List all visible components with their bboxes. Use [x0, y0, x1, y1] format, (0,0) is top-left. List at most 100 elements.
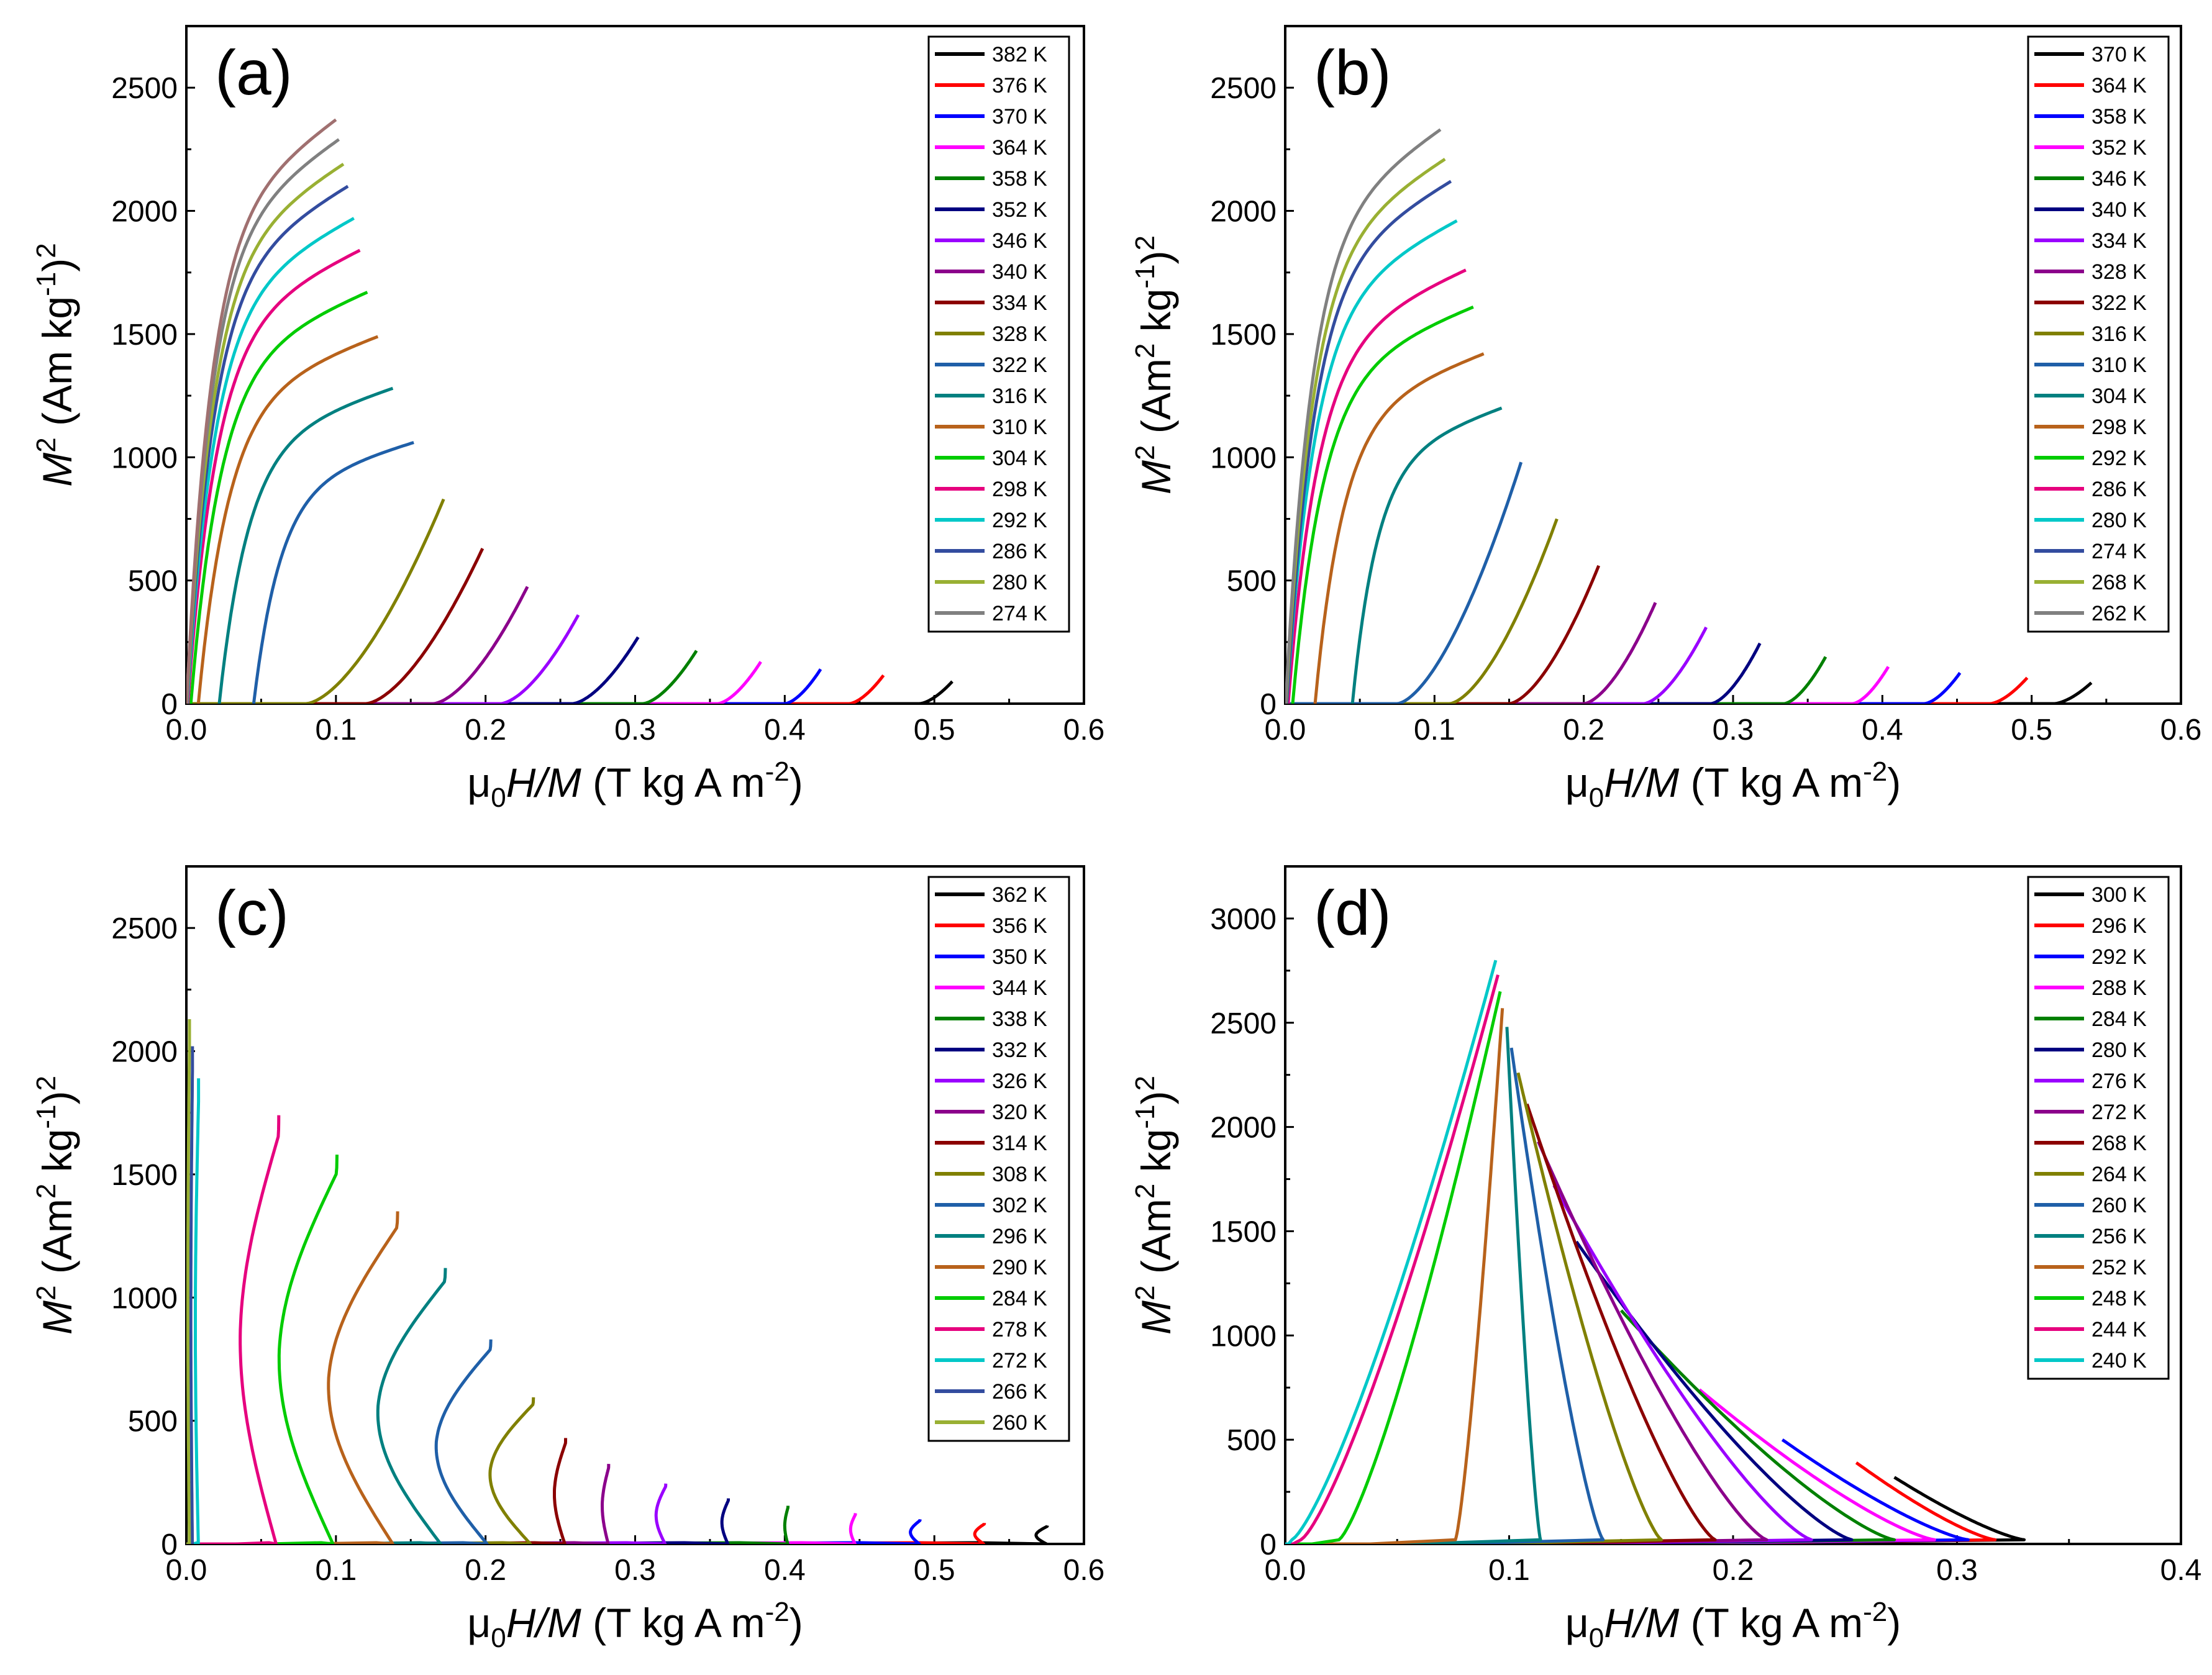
- legend-label: 296 K: [992, 1225, 1047, 1248]
- y-axis-title: M2 (Am2 kg-1)2: [1130, 235, 1179, 494]
- y-tick-label: 1000: [1210, 1320, 1277, 1353]
- x-tick-label: 0.5: [2011, 714, 2052, 747]
- x-axis-title: μ0H/M (T kg A m-2): [1565, 1597, 1901, 1653]
- series-line: [1286, 268, 1467, 704]
- legend-label: 332 K: [992, 1038, 1047, 1062]
- series-group: [1285, 960, 2026, 1544]
- panel-2: 0.0 0.1 0.2 0.3 0.4 0.5 0.6 0 500 1000 1500 2000 250…: [31, 865, 1105, 1653]
- legend-label: 316 K: [992, 384, 1047, 408]
- legend-label: 256 K: [2091, 1225, 2147, 1248]
- x-tick-label: 0.2: [1563, 714, 1604, 747]
- legend-label: 262 K: [2091, 602, 2147, 625]
- series-line: [186, 1505, 790, 1544]
- series-line: [1291, 305, 1474, 704]
- y-tick-label: 2000: [1210, 1112, 1277, 1145]
- legend-label: 362 K: [992, 883, 1047, 907]
- legend-label: 286 K: [992, 540, 1047, 563]
- legend-label: 382 K: [992, 43, 1047, 66]
- series-line: [1285, 656, 1827, 704]
- series-line: [1285, 1461, 1997, 1544]
- series-line: [186, 1482, 668, 1544]
- legend-label: 322 K: [2091, 291, 2147, 315]
- y-tick-label: 2500: [111, 912, 178, 945]
- y-tick-label: 2000: [1210, 196, 1277, 229]
- x-tick-label: 0.6: [2160, 714, 2202, 747]
- series-line: [1313, 352, 1485, 704]
- panel-label: (d): [1314, 878, 1391, 948]
- series-line: [1285, 1027, 1542, 1544]
- series-line: [1285, 1309, 1896, 1544]
- series-line: [186, 650, 698, 704]
- series-line: [1285, 602, 1657, 704]
- series-line: [186, 1339, 493, 1544]
- series-line: [186, 1115, 281, 1544]
- legend-box: [927, 876, 1070, 1442]
- y-tick-label: 500: [1227, 1424, 1277, 1457]
- x-tick-label: 0.2: [465, 714, 506, 747]
- series-line: [1285, 565, 1601, 704]
- legend-label: 280 K: [992, 571, 1047, 594]
- svg-text:M2 (Am2 kg-1)2: M2 (Am2 kg-1)2: [1130, 235, 1179, 494]
- series-line: [186, 1046, 194, 1544]
- series-line: [186, 1522, 986, 1544]
- y-axis-title: M2 (Am kg-1)2: [31, 243, 80, 486]
- y-tick-label: 1000: [1210, 442, 1277, 474]
- legend-label: 244 K: [2091, 1318, 2147, 1341]
- y-tick-label: 0: [1260, 688, 1277, 721]
- legend-label: 304 K: [992, 447, 1047, 470]
- legend-label: 266 K: [992, 1380, 1047, 1404]
- series-line: [1285, 219, 1458, 704]
- legend-label: 240 K: [2091, 1349, 2147, 1373]
- legend-label: 308 K: [992, 1163, 1047, 1186]
- legend-label: 290 K: [992, 1256, 1047, 1279]
- series-line: [186, 1211, 399, 1544]
- series-line: [189, 291, 368, 704]
- series-line: [1285, 666, 1890, 704]
- series-line: [1285, 1072, 1664, 1544]
- series-line: [186, 1518, 922, 1544]
- legend-label: 344 K: [992, 976, 1047, 1000]
- series-line: [186, 1438, 568, 1544]
- series-line: [186, 636, 640, 704]
- series-line: [1285, 960, 1498, 1544]
- y-tick-label: 500: [128, 565, 178, 598]
- legend-label: 316 K: [2091, 322, 2147, 346]
- series-line: [186, 1524, 1049, 1544]
- panel-3: 0.0 0.1 0.2 0.3 0.4 0 500 1000 1500 2000 2500 3000 3…: [1130, 865, 2202, 1653]
- legend-label: 356 K: [992, 914, 1047, 938]
- y-tick-label: 2500: [1210, 1007, 1277, 1040]
- series-line: [1285, 1008, 1504, 1544]
- legend-label: 310 K: [2091, 353, 2147, 377]
- y-tick-label: 1500: [111, 319, 178, 352]
- x-tick-label: 0.0: [166, 1554, 207, 1587]
- y-tick-label: 0: [1260, 1528, 1277, 1561]
- series-line: [1285, 518, 1559, 704]
- x-tick-label: 0.6: [1063, 1554, 1105, 1587]
- legend-label: 280 K: [2091, 1038, 2147, 1062]
- legend-label: 302 K: [992, 1194, 1047, 1217]
- series-line: [1285, 1438, 1970, 1544]
- y-tick-label: 0: [161, 688, 178, 721]
- x-tick-label: 0.4: [2160, 1554, 2202, 1587]
- series-line: [1285, 974, 1500, 1544]
- legend-label: 370 K: [2091, 43, 2147, 66]
- panel-label: (a): [215, 37, 293, 108]
- series-line: [186, 1155, 339, 1544]
- panel-0: 0.0 0.1 0.2 0.3 0.4 0.5 0.6 0 500 1000 1500 2000 250…: [31, 25, 1104, 813]
- legend-label: 314 K: [992, 1132, 1047, 1155]
- series-line: [1285, 642, 1762, 704]
- series-line: [1285, 1103, 1717, 1544]
- y-tick-label: 1000: [111, 442, 178, 474]
- series-line: [1285, 128, 1442, 704]
- series-line: [186, 1078, 201, 1544]
- legend-label: 298 K: [992, 478, 1047, 501]
- legend-label: 292 K: [2091, 945, 2147, 969]
- series-line: [196, 335, 379, 704]
- legend-label: 260 K: [2091, 1194, 2147, 1217]
- y-tick-label: 2000: [111, 196, 178, 229]
- x-tick-label: 0.2: [1713, 1554, 1754, 1587]
- legend-label: 284 K: [2091, 1007, 2147, 1031]
- legend-label: 300 K: [2091, 883, 2147, 907]
- series-line: [1285, 1047, 1605, 1544]
